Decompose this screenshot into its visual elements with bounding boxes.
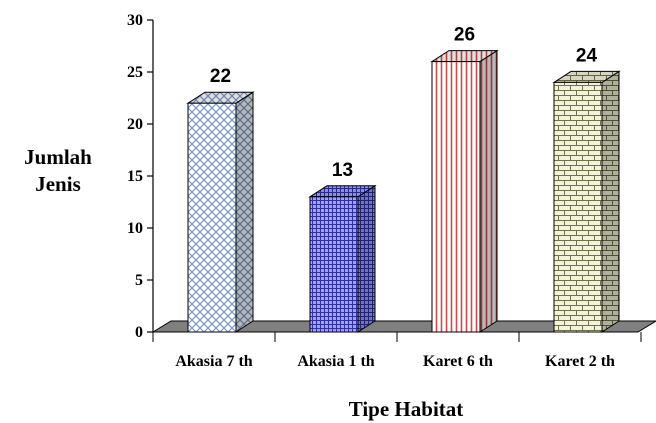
bar: 24 (552, 45, 621, 333)
bar-front (309, 196, 359, 333)
data-label: 13 (332, 160, 353, 181)
y-axis (147, 19, 642, 342)
y-tick-label: 15 (127, 168, 143, 185)
bar: 26 (430, 25, 499, 333)
data-label: 26 (454, 25, 475, 46)
bar-side-shade (602, 71, 619, 333)
bar-top-shade (432, 50, 497, 62)
y-tick-label: 20 (127, 116, 143, 133)
bar-side-shade (236, 92, 253, 332)
x-tick-label: Karet 6 th (423, 353, 493, 370)
bar-top-shade (554, 71, 619, 83)
x-tick-label: Akasia 1 th (297, 353, 374, 370)
y-tick-labels: 0 5 10 15 20 25 30 (127, 12, 143, 341)
data-label: 22 (210, 66, 231, 87)
y-tick-label: 30 (127, 12, 143, 29)
bar-front (187, 102, 237, 333)
bar-top-shade (310, 185, 375, 197)
x-tick-label: Akasia 7 th (175, 353, 252, 370)
bar: 13 (308, 160, 377, 333)
y-tick-label: 10 (127, 220, 143, 237)
bar-top-shade (188, 92, 253, 104)
bar-side-shade (480, 50, 497, 332)
y-tick-label: 25 (127, 64, 143, 81)
data-label: 24 (576, 45, 598, 66)
bars: 22 13 26 24 (186, 25, 621, 333)
bar-side-shade (358, 185, 375, 332)
x-axis-title: Tipe Habitat (349, 397, 464, 421)
x-tick-label: Karet 2 th (545, 353, 615, 370)
bar: 22 (186, 66, 255, 333)
y-tick-label: 5 (135, 272, 143, 289)
bar-front (431, 61, 481, 333)
y-axis-title-line-2: Jenis (35, 172, 81, 196)
x-tick-labels: Akasia 7 th Akasia 1 th Karet 6 th Karet 2 … (175, 353, 615, 370)
bar-front (553, 81, 603, 333)
y-tick-label: 0 (135, 324, 143, 341)
y-axis-title-line-1: Jumlah (24, 145, 92, 169)
